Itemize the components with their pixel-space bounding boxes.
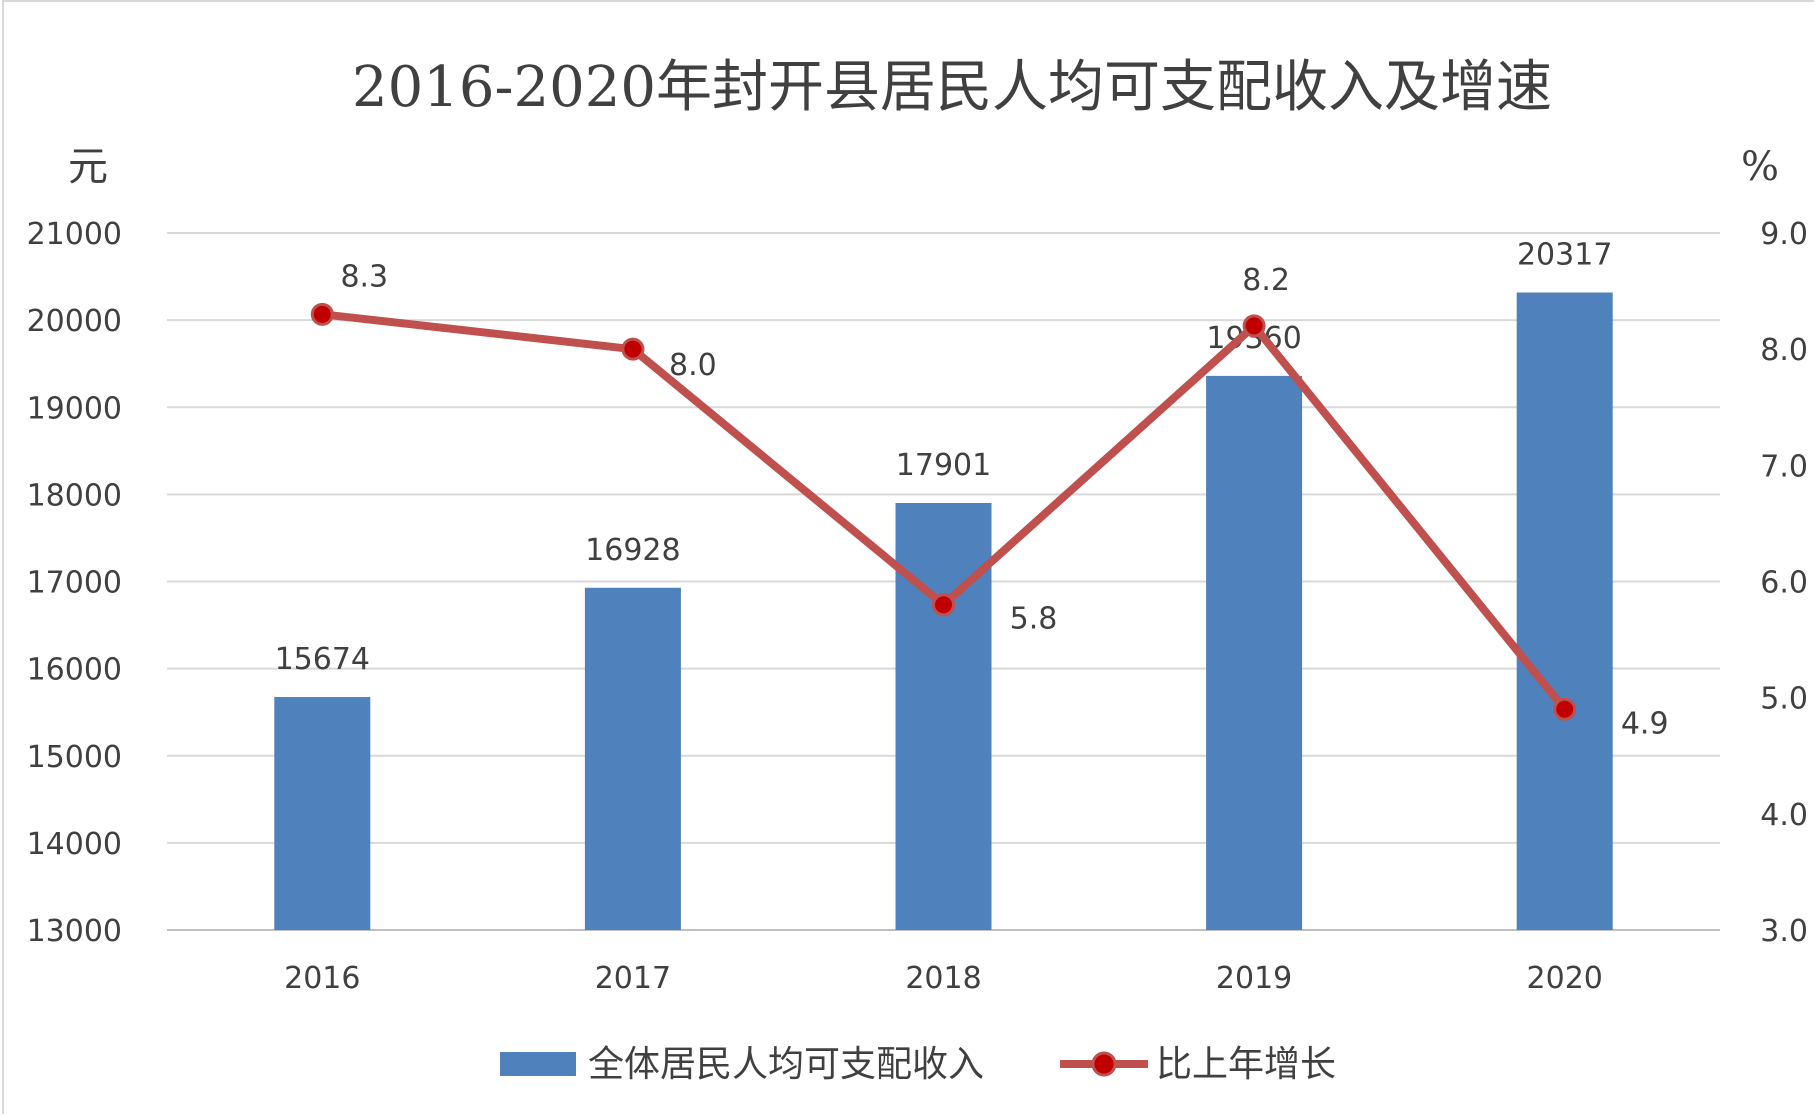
right-tick-label: 5.0 bbox=[1760, 682, 1808, 717]
bar bbox=[1206, 375, 1303, 930]
bar bbox=[274, 697, 371, 930]
line-point bbox=[310, 302, 334, 326]
left-tick-label: 20000 bbox=[27, 304, 122, 339]
left-tick-label: 14000 bbox=[27, 827, 122, 862]
legend-line-label: 比上年增长 bbox=[1156, 1044, 1336, 1085]
right-tick-label: 8.0 bbox=[1760, 333, 1808, 368]
x-tick-label: 2019 bbox=[1216, 961, 1292, 996]
right-axis-unit: % bbox=[1741, 144, 1779, 190]
right-tick-label: 4.0 bbox=[1760, 798, 1808, 833]
bar bbox=[1516, 292, 1613, 931]
right-tick-label: 3.0 bbox=[1760, 914, 1808, 949]
right-tick-label: 6.0 bbox=[1760, 566, 1808, 601]
x-tick-label: 2020 bbox=[1527, 961, 1603, 996]
line-value-label: 5.8 bbox=[1010, 602, 1058, 637]
bar bbox=[584, 587, 681, 930]
legend: 全体居民人均可支配收入 比上年增长 bbox=[500, 1044, 1336, 1085]
bar-value-label: 16928 bbox=[585, 533, 680, 568]
right-tick-label: 7.0 bbox=[1760, 449, 1808, 484]
line-series: 8.3 8.0 5.8 8.2 4.9 bbox=[310, 259, 1669, 741]
left-tick-label: 19000 bbox=[27, 391, 122, 426]
legend-bar-swatch bbox=[500, 1052, 576, 1076]
right-tick-label: 9.0 bbox=[1760, 217, 1808, 252]
line-value-label: 4.9 bbox=[1621, 706, 1669, 741]
line-point bbox=[621, 337, 645, 361]
line-point bbox=[1242, 314, 1266, 338]
x-tick-label: 2016 bbox=[284, 961, 360, 996]
legend-line-marker bbox=[1091, 1051, 1117, 1077]
line-value-label: 8.0 bbox=[669, 348, 717, 383]
line-value-label: 8.2 bbox=[1242, 263, 1290, 298]
left-tick-label: 13000 bbox=[27, 914, 122, 949]
left-tick-label: 17000 bbox=[27, 566, 122, 601]
x-axis-ticks: 2016 2017 2018 2019 2020 bbox=[284, 961, 1603, 996]
right-axis-ticks: 9.0 8.0 7.0 6.0 5.0 4.0 3.0 bbox=[1760, 217, 1808, 949]
bar-value-label: 15674 bbox=[275, 642, 370, 677]
left-tick-label: 15000 bbox=[27, 740, 122, 775]
line-point bbox=[1553, 697, 1577, 721]
line-value-label: 8.3 bbox=[340, 259, 388, 294]
line-point bbox=[932, 593, 955, 617]
left-axis-ticks: 21000 20000 19000 18000 17000 16000 15000 14000… bbox=[27, 217, 122, 949]
bar-value-label: 20317 bbox=[1517, 238, 1612, 273]
chart-title: 2016-2020年封开县居民人均可支配收入及增速 bbox=[352, 55, 1552, 120]
left-axis-unit: 元 bbox=[68, 144, 108, 190]
x-tick-label: 2017 bbox=[595, 961, 671, 996]
left-tick-label: 18000 bbox=[27, 478, 122, 513]
bar bbox=[895, 503, 992, 930]
x-tick-label: 2018 bbox=[905, 961, 981, 996]
legend-bar-label: 全体居民人均可支配收入 bbox=[588, 1044, 984, 1085]
left-tick-label: 21000 bbox=[27, 217, 122, 252]
left-tick-label: 16000 bbox=[27, 653, 122, 688]
bar-value-label: 17901 bbox=[896, 448, 991, 483]
